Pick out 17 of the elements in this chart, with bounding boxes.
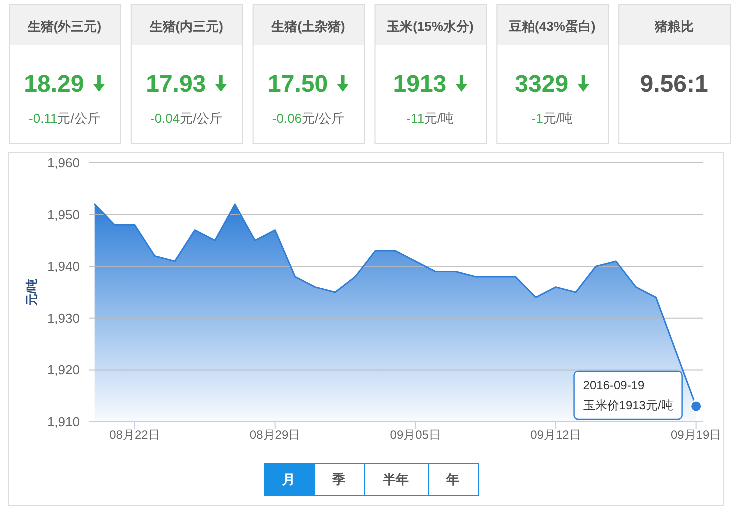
category-label: 月 (282, 472, 296, 487)
y-tick-label: 1,940 (47, 259, 80, 274)
x-tick-label: 09月12日 (530, 428, 582, 442)
y-tick-label: 1,950 (47, 207, 80, 222)
category-label: 年 (446, 472, 460, 487)
y-tick-label: 1,960 (47, 156, 80, 170)
y-tick-label: 1,930 (47, 310, 80, 326)
y-tick-label: 1,920 (47, 362, 80, 378)
y-tick-label: 1,910 (47, 414, 80, 430)
x-tick-label: 09月05日 (390, 428, 441, 442)
category-label: 半年 (382, 472, 409, 487)
x-tick-label: 09月19日 (670, 428, 722, 442)
category-label: 季 (332, 472, 346, 487)
y-axis-title: 元/吨 (25, 278, 39, 308)
annotation: 2016-09-19 玉米价1913元/吨 (583, 378, 674, 412)
x-tick-label: 08月29日 (250, 428, 301, 442)
x-tick-label: 08月22日 (110, 428, 160, 442)
